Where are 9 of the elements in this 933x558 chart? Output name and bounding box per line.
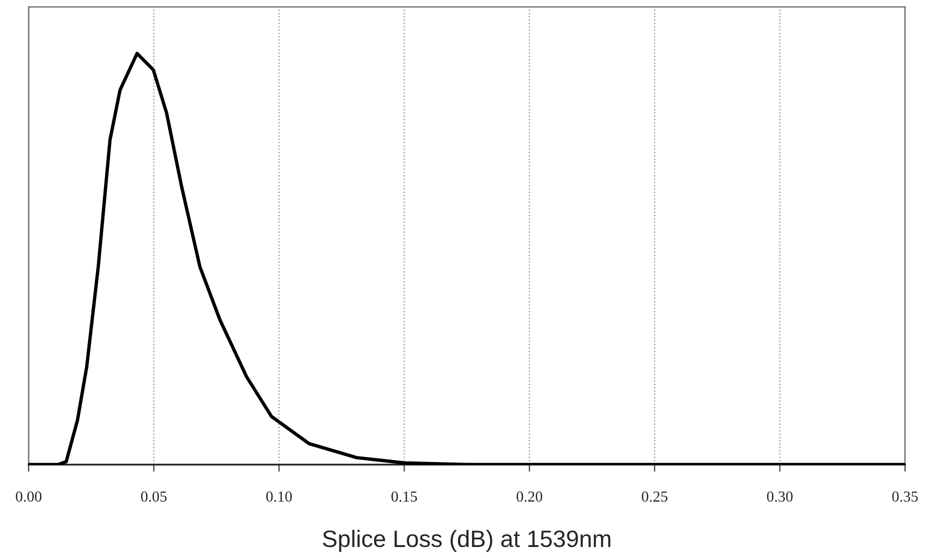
x-tick-label: 0.10 bbox=[266, 491, 292, 502]
x-axis-title: Splice Loss (dB) at 1539nm bbox=[322, 530, 610, 552]
x-tick-label: 0.25 bbox=[642, 491, 668, 502]
x-tick-label: 0.15 bbox=[391, 491, 417, 502]
x-tick-label: 0.20 bbox=[516, 491, 542, 502]
x-tick-label: 0.00 bbox=[16, 491, 42, 502]
x-tick-label: 0.05 bbox=[141, 491, 167, 502]
x-tick-label: 0.30 bbox=[767, 491, 793, 502]
x-tick-label: 0.35 bbox=[892, 491, 918, 502]
